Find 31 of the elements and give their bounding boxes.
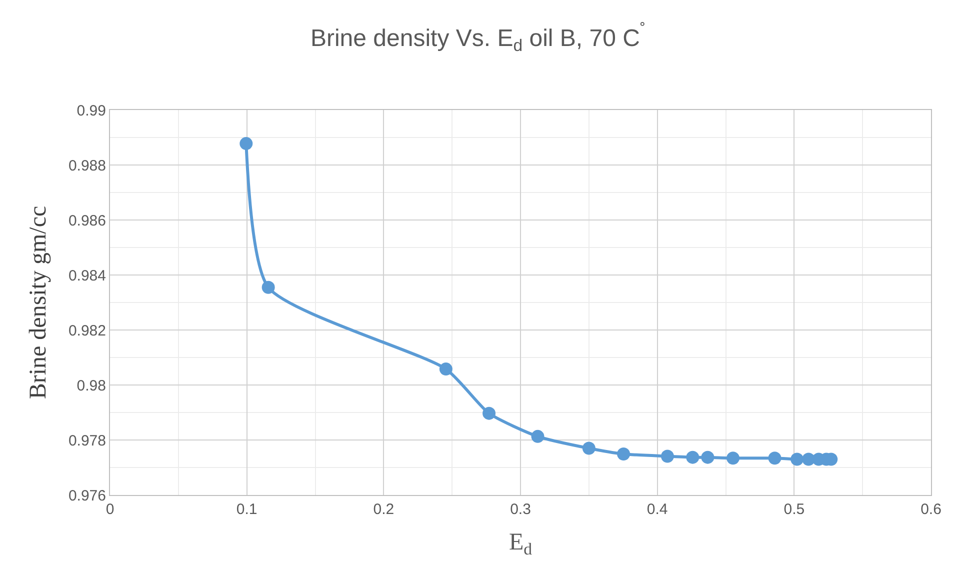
point [582,442,596,455]
point [240,137,253,150]
point [617,448,630,461]
point [726,452,740,465]
point [701,450,714,464]
x-tick-label: 0.3 [510,501,531,518]
chart-title: Brine density Vs. E$_{d}$ oil B, 70 C$^{˚}$ [310,20,646,55]
y-axis-title: Brine density gm/cc [26,206,52,400]
x-tick-label: 0.4 [646,501,668,518]
point [482,406,496,420]
x-tick-label: 0.5 [784,501,805,518]
x-tick-label: 0.1 [236,501,258,518]
y-tick-label: 0.976 [68,487,106,504]
point [768,452,782,465]
point [660,450,674,463]
x-tick-label: 0 [106,501,114,518]
y-tick-label: 0.982 [68,322,106,340]
y-tick-label: 0.984 [68,267,106,284]
point [686,450,700,464]
y-tick-label: 0.98 [76,377,106,394]
point [439,362,452,376]
y-tick-label: 0.99 [76,102,106,120]
x-axis-title: E$_{d}$ [508,529,533,558]
point [790,452,804,466]
y-tick-label: 0.988 [68,157,106,174]
y-tick-label: 0.978 [68,432,106,450]
x-tick-label: 0.2 [373,501,394,518]
point [262,280,275,294]
x-tick-label: 0.6 [920,501,942,518]
point [531,430,544,443]
y-tick-label: 0.986 [68,212,106,230]
